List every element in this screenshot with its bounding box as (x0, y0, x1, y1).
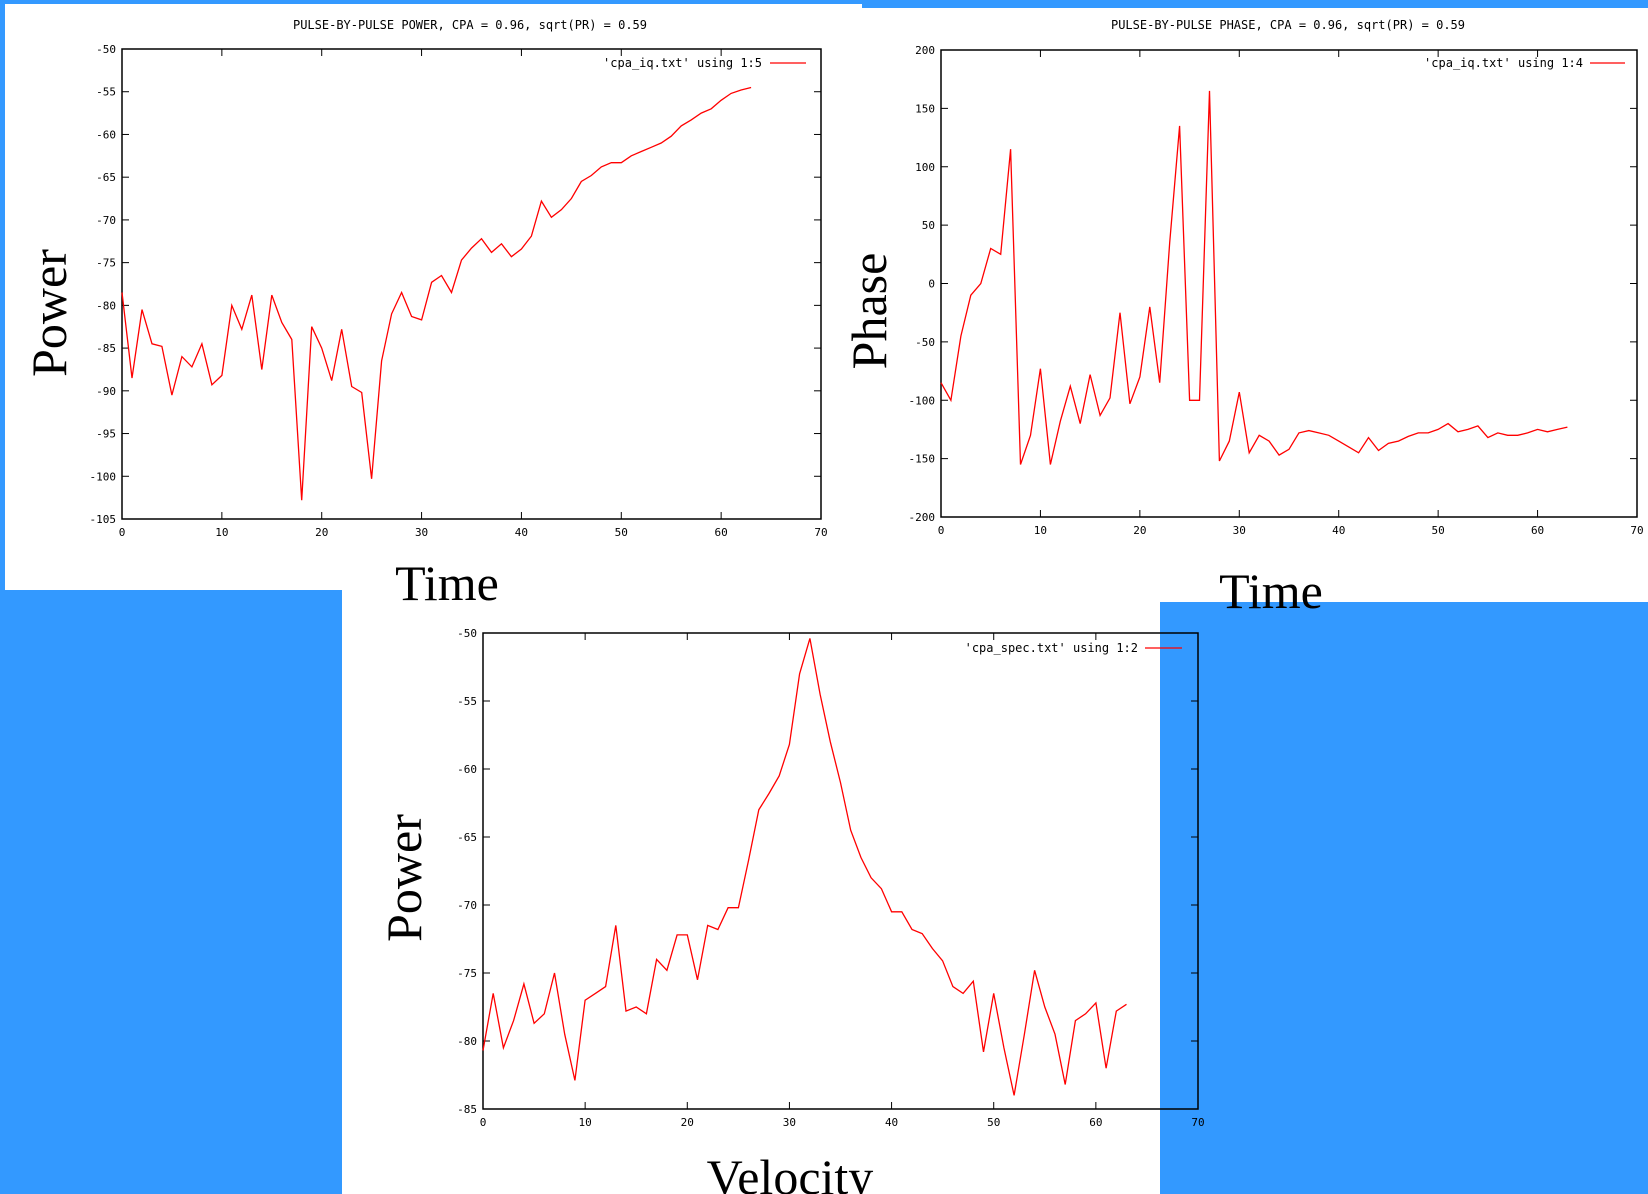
x-tick-label: 10 (1034, 524, 1047, 537)
y-tick-label: -60 (457, 763, 477, 776)
plot-area: 0 10 20 30 40 50 60 70 200 150 100 50 0 -50 -100 -150 -2… (909, 44, 1644, 537)
x-axis-label: Time (395, 555, 499, 611)
y-tick-label: -95 (96, 428, 116, 441)
chart-title: PULSE-BY-PULSE POWER, CPA = 0.96, sqrt(P… (293, 18, 647, 32)
x-tick-label: 50 (1432, 524, 1445, 537)
x-tick-label: 70 (814, 526, 827, 539)
y-axis-label: Phase (841, 253, 897, 370)
series-line (482, 638, 1127, 1096)
y-tick-label: -65 (96, 171, 116, 184)
y-tick-label: -85 (96, 342, 116, 355)
x-tick-label: 0 (119, 526, 126, 539)
y-tick-label: 200 (915, 44, 935, 57)
x-axis-label: Time (1219, 563, 1323, 619)
y-tick-label: -50 (457, 627, 477, 640)
y-tick-label: -100 (909, 394, 936, 407)
x-tick-label: 60 (1531, 524, 1544, 537)
x-tick-label: 70 (1191, 1116, 1204, 1129)
y-tick-label: -55 (96, 86, 116, 99)
phase-time-panel (862, 8, 1648, 602)
y-tick-label: -70 (457, 899, 477, 912)
x-tick-label: 60 (715, 526, 728, 539)
y-tick-label: -100 (90, 470, 117, 483)
x-tick-label: 40 (515, 526, 528, 539)
y-tick-label: -55 (457, 695, 477, 708)
x-tick-label: 10 (579, 1116, 592, 1129)
series-line (121, 86, 752, 501)
y-tick-label: -75 (457, 967, 477, 980)
series-line (940, 90, 1568, 465)
x-tick-label: 30 (415, 526, 428, 539)
y-tick-label: -60 (96, 128, 116, 141)
x-tick-label: 10 (215, 526, 228, 539)
y-tick-label: -200 (909, 511, 936, 524)
plot-frame (482, 632, 1199, 1110)
y-tick-label: -70 (96, 214, 116, 227)
y-tick-label: -85 (457, 1103, 477, 1116)
legend-label: 'cpa_iq.txt' using 1:4 (1424, 56, 1583, 70)
x-tick-label: 0 (480, 1116, 487, 1129)
y-tick-label: -90 (96, 385, 116, 398)
x-tick-label: 30 (1233, 524, 1246, 537)
x-tick-label: 20 (315, 526, 328, 539)
legend-label: 'cpa_spec.txt' using 1:2 (965, 641, 1138, 655)
x-tick-label: 60 (1089, 1116, 1102, 1129)
legend-label: 'cpa_iq.txt' using 1:5 (603, 56, 762, 70)
y-tick-label: 150 (915, 102, 935, 115)
y-tick-label: -65 (457, 831, 477, 844)
plot-area: 0 10 20 30 40 50 60 70 -50 -55 -60 -65 -70 -75 -80 -85 -… (90, 43, 828, 539)
y-tick-label: -80 (96, 299, 116, 312)
x-tick-label: 40 (1332, 524, 1345, 537)
plot-area: 0 10 20 30 40 50 60 70 -50 -55 -60 -65 -70 -75 -80 -85 (457, 627, 1205, 1129)
x-tick-label: 40 (885, 1116, 898, 1129)
plot-frame (121, 48, 822, 520)
y-axis-label: Power (21, 249, 77, 377)
x-tick-label: 0 (938, 524, 945, 537)
y-tick-label: -80 (457, 1035, 477, 1048)
chart-title: PULSE-BY-PULSE PHASE, CPA = 0.96, sqrt(P… (1111, 18, 1465, 32)
y-tick-label: -75 (96, 257, 116, 270)
spectrum-panel (342, 590, 1160, 1194)
y-axis-label: Power (376, 814, 432, 942)
x-axis-label: Velocity (707, 1149, 874, 1194)
x-tick-label: 50 (615, 526, 628, 539)
y-tick-label: 0 (928, 278, 935, 291)
y-tick-label: -50 (96, 43, 116, 56)
y-tick-label: -50 (915, 336, 935, 349)
x-tick-label: 50 (987, 1116, 1000, 1129)
y-tick-label: -150 (909, 453, 936, 466)
x-tick-label: 30 (783, 1116, 796, 1129)
x-tick-label: 70 (1630, 524, 1643, 537)
x-tick-label: 20 (1133, 524, 1146, 537)
x-tick-label: 20 (681, 1116, 694, 1129)
y-tick-label: 100 (915, 161, 935, 174)
y-tick-label: 50 (922, 219, 935, 232)
y-tick-label: -105 (90, 513, 117, 526)
